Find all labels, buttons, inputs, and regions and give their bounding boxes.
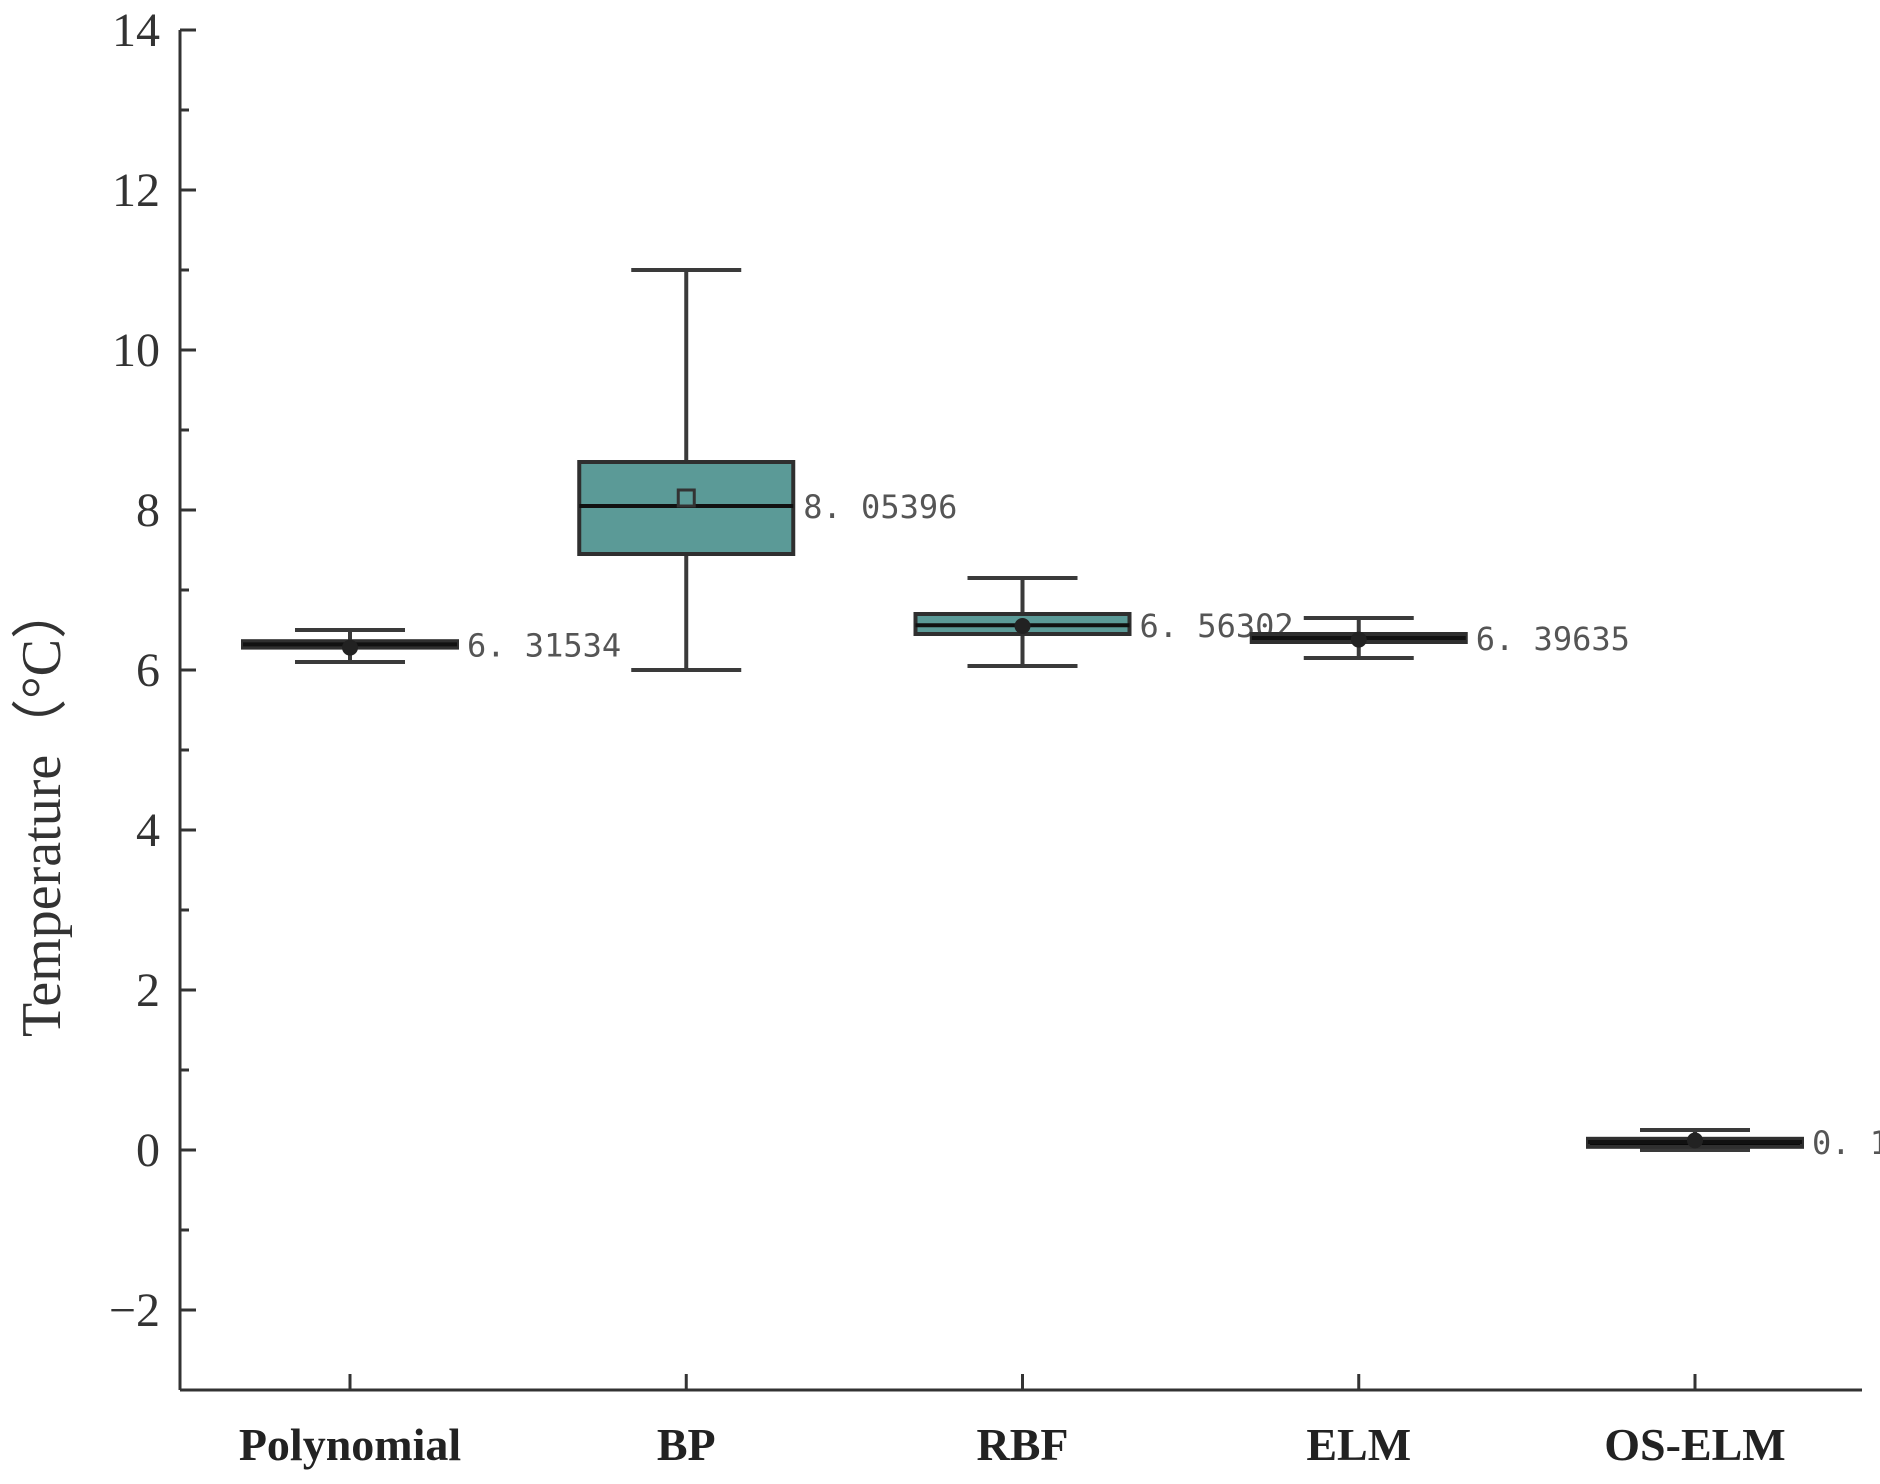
box-bp: 8. 05396 [577, 268, 957, 672]
y-tick-label: 4 [136, 804, 160, 857]
mean-marker [1687, 1132, 1703, 1149]
median-value-label: 8. 05396 [803, 488, 957, 526]
mean-marker [1350, 631, 1367, 648]
y-tick-label: 10 [112, 324, 160, 377]
x-tick-label: Polynomial [239, 1419, 461, 1470]
mean-marker [676, 488, 696, 508]
y-tick-label: 8 [136, 484, 160, 537]
y-axis-label: Temperature（°C） [11, 583, 73, 1037]
y-tick-label: 2 [136, 964, 160, 1017]
x-ticks: Polynomial BP RBF ELM OS-ELM [239, 1374, 1786, 1470]
x-tick-label: RBF [977, 1419, 1069, 1470]
y-ticks: −2 0 2 4 6 8 10 12 14 [109, 4, 196, 1392]
box-elm: 6. 39635 [1249, 616, 1630, 660]
y-tick-label: −2 [109, 1284, 160, 1337]
median-value-label: 6. 39635 [1476, 620, 1630, 658]
boxes: 6. 31534 8. 05396 6. 56302 6. 39635 0. 1 [241, 268, 1880, 1162]
y-tick-label: 12 [112, 164, 160, 217]
box-polynomial: 6. 31534 [241, 626, 621, 664]
median-value-label: 0. 1 [1812, 1124, 1880, 1162]
x-tick-label: ELM [1306, 1419, 1411, 1470]
y-tick-label: 14 [112, 4, 160, 57]
x-tick-label: BP [657, 1419, 716, 1470]
x-tick-label: OS-ELM [1604, 1419, 1785, 1470]
mean-marker [342, 639, 358, 656]
median-value-label: 6. 31534 [467, 626, 621, 664]
y-tick-label: 6 [136, 644, 160, 697]
axes-layer [178, 30, 1862, 1392]
mean-marker [1014, 618, 1031, 634]
y-tick-label: 0 [136, 1124, 160, 1177]
box-rbf: 6. 56302 [913, 576, 1294, 668]
box-os-elm: 0. 1 [1586, 1124, 1880, 1162]
